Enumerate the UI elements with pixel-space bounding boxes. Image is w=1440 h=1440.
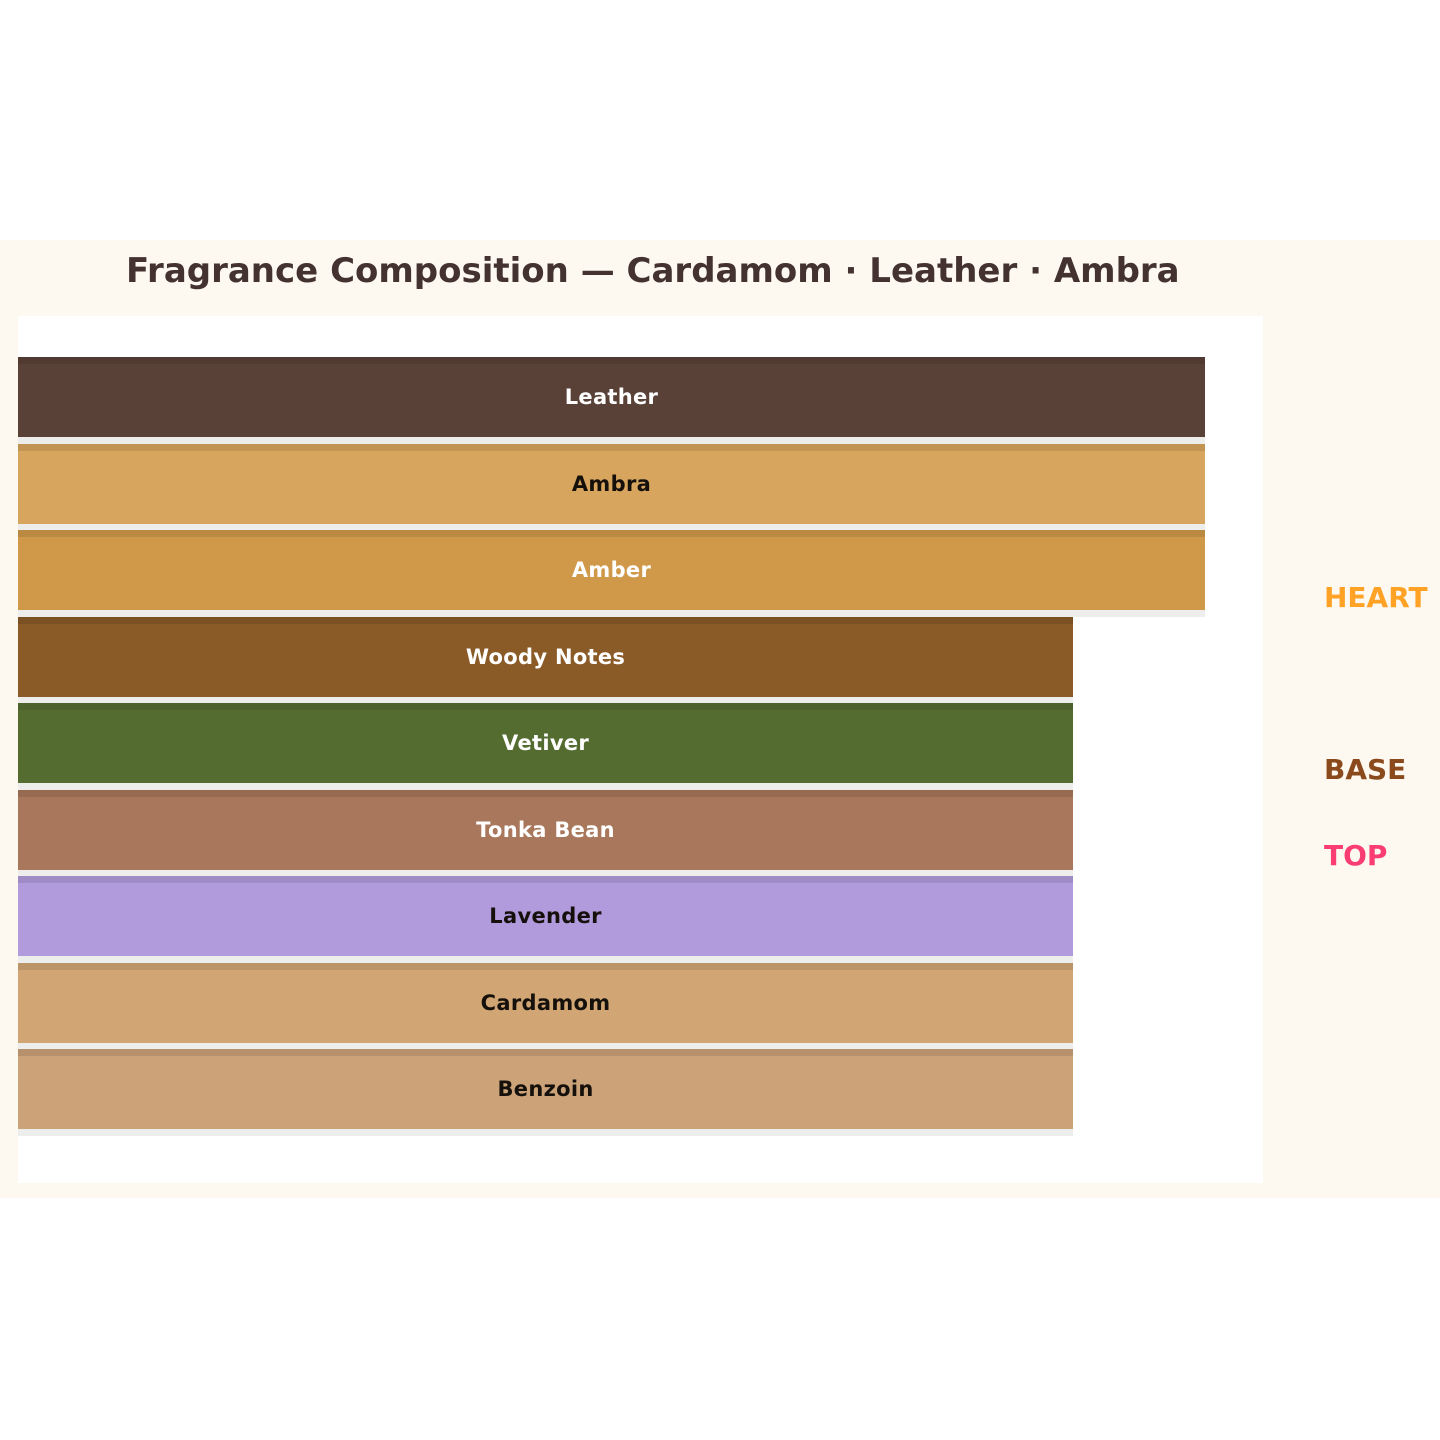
bar-tonka-bean: Tonka Bean [18,789,1074,870]
bar-label: Cardamom [480,990,611,1015]
bar-cardamom: Cardamom [18,962,1074,1043]
bar-leather: Leather [18,357,1205,437]
annotation-top: TOP [1324,839,1388,872]
bar-label: Amber [571,558,652,582]
bar-label: Vetiver [502,731,590,755]
annotation-base: BASE [1324,753,1407,786]
bar-label: Leather [564,385,659,409]
bar-label: Tonka Bean [476,817,615,842]
bar-woody-notes: Woody Notes [18,616,1074,697]
bar-benzoin: Benzoin [18,1049,1074,1129]
bar-lavender: Lavender [18,876,1074,956]
bar-vetiver: Vetiver [18,703,1074,783]
bar-label: Lavender [489,904,602,928]
chart-title: Fragrance Composition — Cardamom · Leath… [126,251,1180,291]
plot-area: Leather Ambra Amber Woody Notes Vetiver Tonka… [18,316,1263,1183]
bar-ambra: Ambra [18,443,1205,524]
bar-label: Benzoin [497,1077,594,1101]
figure-background: Fragrance Composition — Cardamom · Leath… [0,240,1440,1198]
bar-amber: Amber [18,530,1205,610]
annotation-heart: HEART [1324,581,1428,614]
bar-label: Woody Notes [465,644,626,669]
bar-label: Ambra [571,471,652,496]
